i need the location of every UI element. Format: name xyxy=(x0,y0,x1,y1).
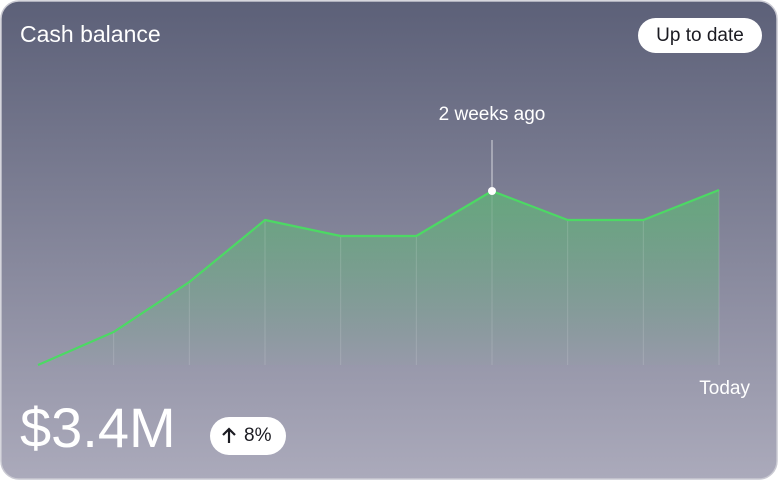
point-marker xyxy=(488,187,496,195)
area-fill xyxy=(38,190,719,365)
x-label: Today xyxy=(699,378,750,399)
up-arrow-icon xyxy=(222,427,236,443)
plot: 2 weeks ago Today xyxy=(37,104,750,399)
change-badge xyxy=(210,417,286,455)
card-title: Cash balance xyxy=(20,21,161,47)
status-text[interactable]: Up to date xyxy=(656,25,744,46)
change-value: 8% xyxy=(244,425,272,446)
point-annotation: 2 weeks ago xyxy=(439,104,546,125)
balance-value: $3.4M xyxy=(20,396,176,459)
status-pill[interactable] xyxy=(638,18,762,53)
data-line xyxy=(37,188,720,367)
